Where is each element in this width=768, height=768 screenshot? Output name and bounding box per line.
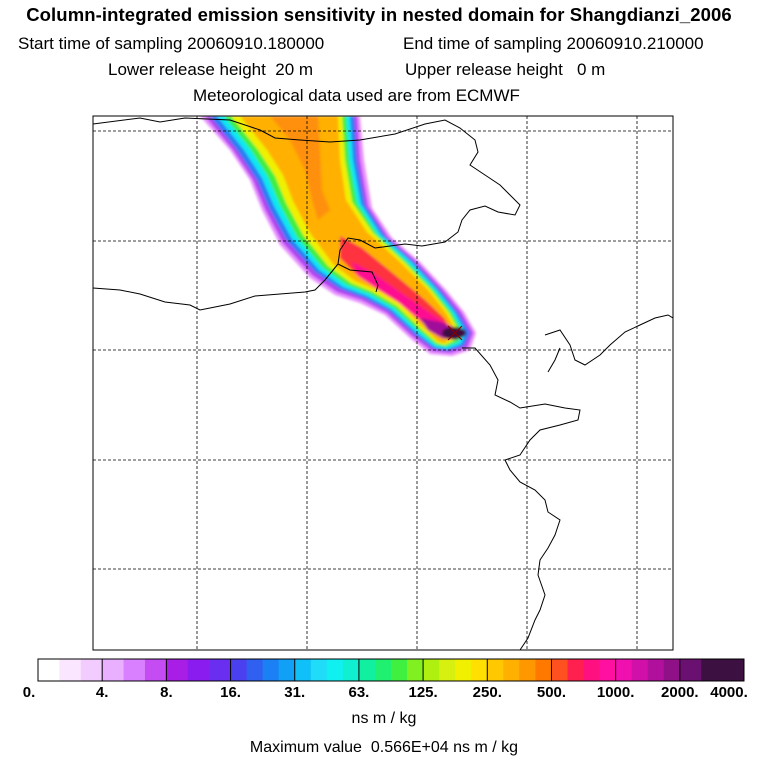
colorbar-cell: [102, 659, 125, 681]
colorbar-cell: [187, 659, 210, 681]
plume-peak: [442, 327, 466, 339]
lower-height-label: Lower release height: [108, 60, 266, 79]
colorbar-tick-label: 31.: [284, 684, 306, 701]
colorbar-tick-label: 0.: [22, 684, 36, 701]
colorbar-cell: [455, 659, 472, 681]
plume-band-orange-core: [270, 116, 330, 220]
end-time-label: End time of sampling: [403, 34, 562, 53]
start-time-value: 20060910.180000: [187, 34, 325, 53]
colorbar-cell: [647, 659, 665, 681]
colorbar-tick-label: 250.: [472, 684, 502, 701]
colorbar-cell: [358, 659, 376, 681]
grid-lines: [93, 116, 673, 650]
border-line-north: [93, 117, 521, 311]
end-time-line: End time of sampling 20060910.210000: [403, 34, 704, 54]
colorbar-cell: [423, 659, 440, 681]
colorbar-tick-label: 4000.: [710, 684, 748, 701]
colorbar-cell: [519, 659, 536, 681]
colorbar-tick-label: 500.: [536, 684, 567, 701]
colorbar-cell: [230, 659, 248, 681]
colorbar-tick-label: 1000.: [596, 684, 635, 701]
upper-height-label: Upper release height: [405, 60, 563, 79]
colorbar-cell: [631, 659, 649, 681]
plume: [200, 116, 476, 356]
lower-height-value: 20 m: [275, 60, 314, 79]
colorbar-cell: [615, 659, 633, 681]
colorbar-tick-label: 8.: [160, 684, 173, 701]
colorbar-tick-label: 125.: [408, 684, 438, 701]
colorbar-cell: [535, 659, 552, 681]
colorbar-cell: [144, 659, 167, 681]
colorbar-cell: [679, 659, 702, 681]
colorbar-cell: [374, 659, 392, 681]
colorbar-cell: [166, 659, 189, 681]
colorbar-frame: [37, 658, 745, 682]
colorbar-cell: [278, 659, 296, 681]
colorbar: [37, 658, 745, 682]
colorbar-cell: [294, 659, 312, 681]
colorbar-cell: [391, 659, 408, 681]
colorbar-cell: [342, 659, 360, 681]
peninsula-inner: [547, 347, 561, 373]
start-time-line: Start time of sampling 20060910.180000: [18, 34, 324, 54]
upper-height-value: 0 m: [577, 60, 606, 79]
colorbar-cell: [583, 659, 601, 681]
release-site-marker: [447, 325, 463, 341]
colorbar-cell: [439, 659, 456, 681]
map-frame: [92, 115, 674, 651]
colorbar-cell: [38, 659, 60, 681]
colorbar-tick-label: 4.: [95, 684, 109, 701]
colorbar-cell: [503, 659, 520, 681]
maximum-value-label: Maximum value: [249, 739, 362, 756]
colorbar-cell: [80, 659, 103, 681]
start-time-label: Start time of sampling: [18, 34, 183, 53]
colorbar-cell: [407, 659, 424, 681]
peninsula-coast: [544, 314, 673, 366]
colorbar-cell: [722, 659, 745, 681]
maximum-value: 0.566E+04: [370, 739, 449, 756]
colorbar-cell: [663, 659, 681, 681]
colorbar-cell: [310, 659, 328, 681]
maximum-value-units: ns m / kg: [453, 739, 519, 756]
maximum-value-line: Maximum value 0.566E+04 ns m / kg: [0, 739, 768, 757]
lower-height-line: Lower release height 20 m: [108, 60, 313, 80]
province-border: [337, 263, 379, 293]
plume-band-pink: [352, 262, 450, 336]
colorbar-cell: [246, 659, 264, 681]
colorbar-tick-label: 2000.: [661, 684, 699, 701]
met-data-line: Meteorological data used are from ECMWF: [193, 86, 520, 105]
colorbar-cell: [326, 659, 344, 681]
colorbar-tick-label: 63.: [348, 684, 370, 701]
colorbar-cell: [123, 659, 146, 681]
colorbar-cell: [487, 659, 504, 681]
end-time-value: 20060910.210000: [566, 34, 704, 53]
colorbar-cell: [471, 659, 488, 681]
colorbar-units: ns m / kg: [351, 710, 417, 727]
colorbar-cell: [567, 659, 585, 681]
colorbar-tick-label: 16.: [220, 684, 241, 701]
upper-height-line: Upper release height 0 m: [405, 60, 605, 80]
colorbar-cell: [599, 659, 617, 681]
coastlines: [93, 117, 673, 650]
colorbar-cell: [209, 659, 232, 681]
colorbar-cell: [551, 659, 568, 681]
chart-title: Column-integrated emission sensitivity i…: [26, 4, 732, 25]
colorbar-cell: [262, 659, 280, 681]
colorbar-cell: [701, 659, 724, 681]
coastline-east: [462, 347, 581, 650]
colorbar-cell: [59, 659, 82, 681]
